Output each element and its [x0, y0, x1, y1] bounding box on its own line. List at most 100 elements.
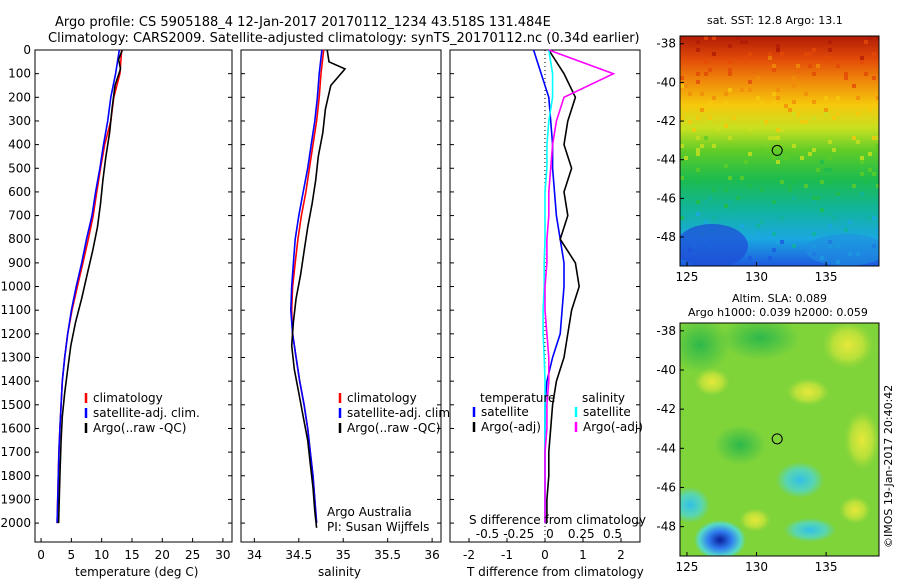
map-y-tick-label: -42	[656, 402, 676, 416]
sst-pixel	[792, 112, 796, 116]
x-tick-label: -1	[501, 548, 513, 562]
sst-pixel	[708, 100, 712, 104]
sst-pixel	[792, 100, 796, 104]
salinity-annotation-line-1: Argo Australia	[327, 505, 412, 519]
sst-pixel	[712, 96, 716, 100]
sst-pixel	[724, 164, 728, 168]
sst-pixel	[712, 144, 716, 148]
sst-pixel	[828, 156, 832, 160]
sst-pixel	[724, 188, 728, 192]
sst-pixel	[872, 136, 876, 140]
sst-pixel	[728, 200, 732, 204]
sst-pixel	[724, 100, 728, 104]
sst-pixel	[720, 124, 724, 128]
sst-pixel	[760, 188, 764, 192]
sst-pixel	[680, 216, 684, 220]
sst-pixel	[828, 212, 832, 216]
tdiff-xlabel: T difference from climatology	[466, 565, 644, 579]
series-line	[57, 49, 124, 524]
sst-pixel	[804, 184, 808, 188]
sst-map: 125 130 135 -38 -40 -42 -44 -46 -48	[656, 35, 880, 284]
sst-pixel	[816, 64, 820, 68]
sst-pixel	[704, 108, 708, 112]
sst-pixel	[768, 256, 772, 260]
sst-pixel	[776, 88, 780, 92]
sst-pixel	[836, 192, 840, 196]
sst-pixel	[780, 180, 784, 184]
y-tick-label: 300	[8, 114, 31, 128]
sst-pixel	[796, 64, 800, 68]
sst-pixel	[824, 56, 828, 60]
y-tick-label: 900	[8, 256, 31, 270]
sst-pixel	[728, 88, 732, 92]
map-y-tick-label: -38	[656, 37, 676, 51]
sst-pixel	[760, 100, 764, 104]
salinity-panel: 34 34.5 35 35.5 36 climatologysatellite-adj. …	[240, 49, 454, 562]
map-y-tick-label: -40	[656, 75, 676, 89]
sst-pixel	[724, 104, 728, 108]
sst-pixel	[736, 36, 740, 40]
y-tick-label: 500	[8, 161, 31, 175]
sst-pixel	[808, 64, 812, 68]
sst-pixel	[844, 228, 848, 232]
sst-pixel	[696, 104, 700, 108]
sst-pixel	[824, 108, 828, 112]
map-y-tick-label: -42	[656, 114, 676, 128]
sst-pixel	[700, 104, 704, 108]
sst-pixel	[876, 144, 879, 148]
x-tick-label: 36	[424, 548, 439, 562]
sst-pixel	[716, 128, 720, 132]
y-tick-label: 1900	[0, 492, 31, 506]
sst-pixel	[808, 52, 812, 56]
sst-pixel	[872, 76, 876, 80]
sst-pixel	[864, 180, 868, 184]
sst-pixel	[788, 184, 792, 188]
map-y-tick-label: -44	[656, 153, 676, 167]
sst-pixel	[680, 76, 684, 80]
x-tick-label: 1	[579, 548, 587, 562]
sst-pixel	[812, 100, 816, 104]
sst-pixel	[712, 52, 716, 56]
sst-pixel	[704, 72, 708, 76]
legend-label: satellite-adj. clim.	[347, 406, 454, 420]
sst-cold-patch	[680, 224, 748, 266]
sst-pixel	[776, 160, 780, 164]
y-tick-label: 1300	[0, 351, 31, 365]
sst-pixel	[696, 180, 700, 184]
sst-pixel	[800, 156, 804, 160]
sst-pixel	[812, 116, 816, 120]
sst-pixel	[704, 124, 708, 128]
map-y-tick-label: -40	[656, 363, 676, 377]
map-x-tick-label: 125	[676, 560, 699, 574]
sst-pixel	[680, 144, 684, 148]
map-y-tick-label: -48	[656, 520, 676, 534]
sla-map-subtitle: Argo h1000: 0.039 h2000: 0.059	[688, 306, 868, 319]
sst-pixel	[680, 176, 684, 180]
sst-pixel	[696, 152, 700, 156]
y-tick-label: 1100	[0, 303, 31, 317]
legend-label: climatology	[93, 391, 163, 405]
header-line-2: Climatology: CARS2009. Satellite-adjuste…	[48, 31, 640, 46]
sst-pixel	[712, 188, 716, 192]
salinity-xlabel: salinity	[318, 565, 361, 579]
sst-pixel	[860, 160, 864, 164]
legend-label: Argo(-adj)	[583, 420, 643, 434]
sst-pixel	[768, 52, 772, 56]
sst-pixel	[684, 108, 688, 112]
y-tick-label: 2000	[0, 516, 31, 530]
sla-map-frame	[679, 322, 880, 557]
difference-panel: -2 -1 0 1 2 -0.5 -0.25 0 0.25 0.5 temperature salin…	[449, 49, 643, 562]
sst-pixel	[768, 56, 772, 60]
sst-pixel	[828, 168, 832, 172]
sst-pixel	[776, 44, 780, 48]
sst-pixel	[748, 128, 752, 132]
sst-pixel	[744, 56, 748, 60]
sst-pixel	[684, 84, 688, 88]
sst-pixel	[728, 68, 732, 72]
sst-pixel	[792, 180, 796, 184]
sst-pixel	[832, 80, 836, 84]
sst-pixel	[740, 176, 744, 180]
sst-pixel	[844, 76, 848, 80]
sst-pixel	[760, 104, 764, 108]
sst-pixel	[760, 148, 764, 152]
